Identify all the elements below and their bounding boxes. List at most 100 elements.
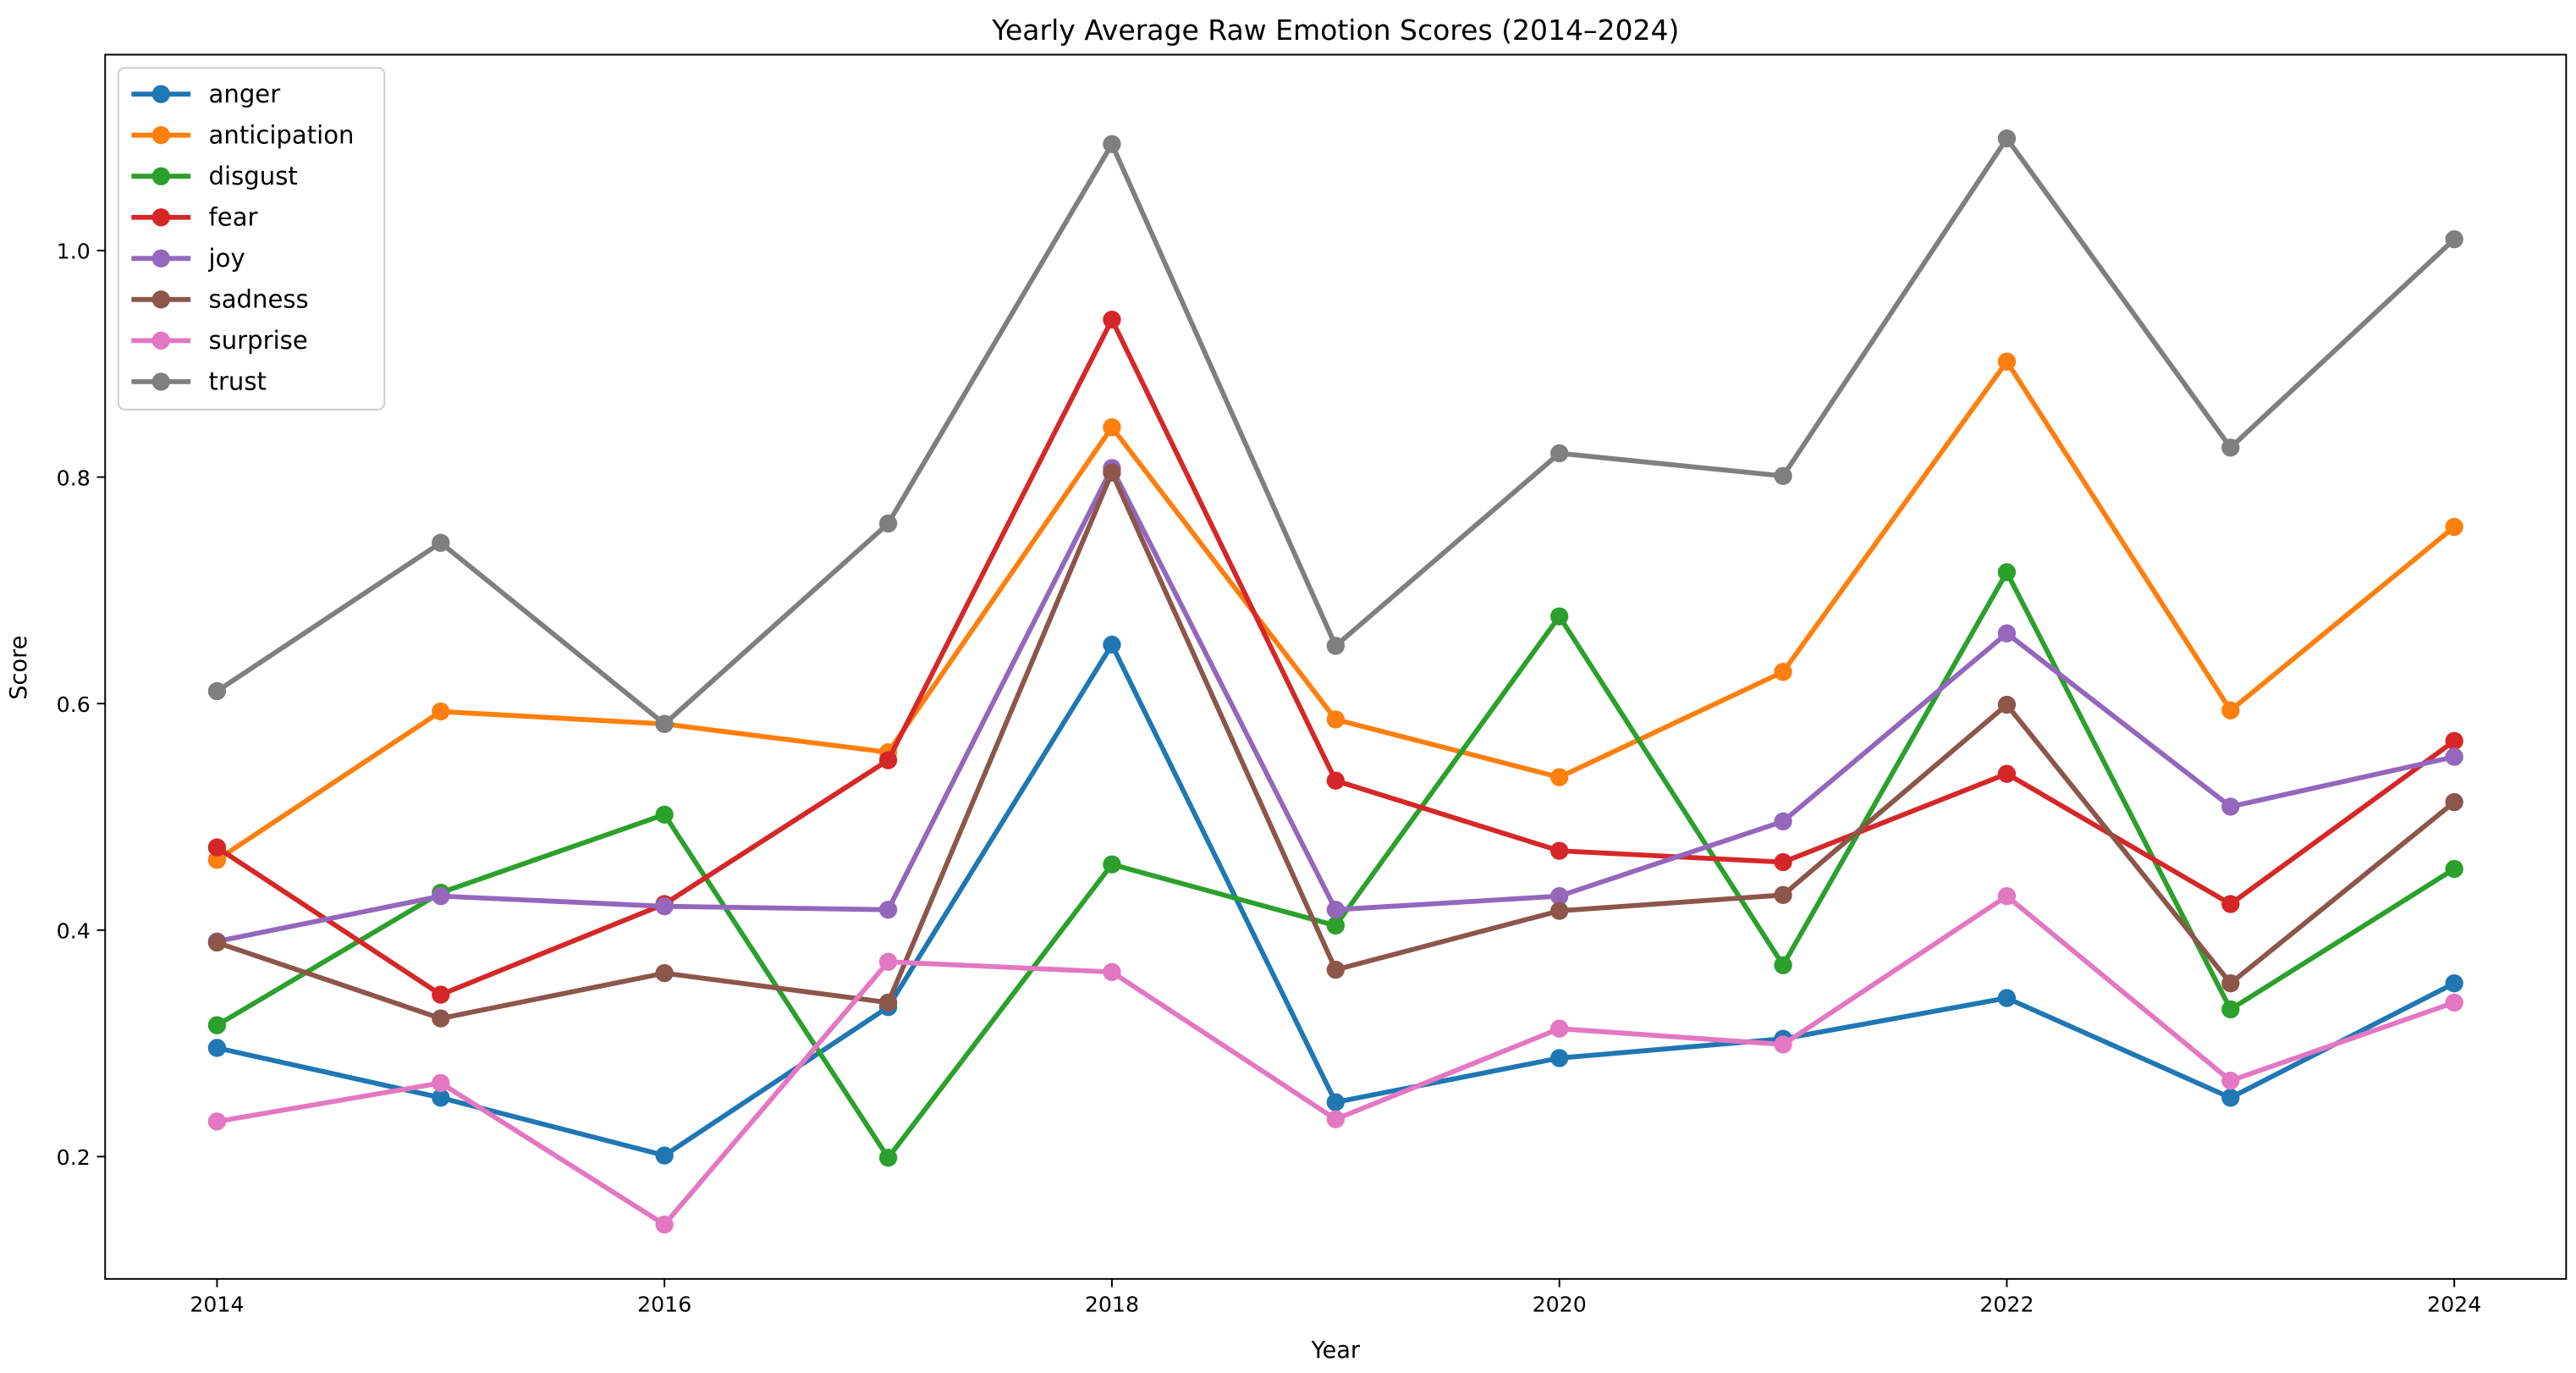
anger-point-2022 <box>1997 989 2017 1007</box>
x-axis-label: Year <box>1311 1337 1361 1364</box>
disgust-point-2014 <box>207 1016 227 1034</box>
trust-point-2021 <box>1774 466 1792 485</box>
y-tick-label: 0.6 <box>57 692 91 717</box>
disgust-point-2018 <box>1103 855 1121 874</box>
anticipation-point-2021 <box>1774 663 1792 681</box>
joy-point-2015 <box>432 886 450 906</box>
joy-point-2021 <box>1774 812 1792 831</box>
series-disgust <box>207 563 2463 1167</box>
chart-title: Yearly Average Raw Emotion Scores (2014–… <box>991 14 1679 47</box>
disgust-point-2022 <box>1997 563 2017 582</box>
disgust-point-2019 <box>1326 916 1345 935</box>
legend-label: joy <box>208 244 245 273</box>
y-tick-label: 0.2 <box>57 1145 91 1170</box>
sadness-point-2021 <box>1774 885 1792 904</box>
trust-point-2018 <box>1103 135 1121 153</box>
legend-item-anger: anger <box>131 80 280 108</box>
trust-point-2016 <box>655 714 674 733</box>
sadness-line <box>216 470 2456 1022</box>
joy-point-2024 <box>2445 747 2463 766</box>
legend-label: fear <box>209 202 258 231</box>
legend-label: sadness <box>209 285 309 314</box>
surprise-point-2022 <box>1997 886 2017 906</box>
disgust-point-2017 <box>878 1149 898 1167</box>
surprise-point-2017 <box>878 952 898 971</box>
fear-point-2022 <box>1997 764 2017 783</box>
legend-label: trust <box>209 367 267 396</box>
series-anticipation <box>207 352 2463 869</box>
disgust-point-2021 <box>1774 956 1792 974</box>
surprise-point-2014 <box>207 1112 227 1131</box>
fear-line <box>215 317 2456 997</box>
anger-point-2019 <box>1326 1093 1345 1111</box>
fear-point-2023 <box>2221 895 2240 913</box>
trust-point-2023 <box>2221 438 2240 457</box>
legend-item-disgust: disgust <box>131 162 298 190</box>
x-tick-label: 2024 <box>2427 1293 2481 1317</box>
disgust-point-2016 <box>655 805 674 824</box>
legend-item-trust: trust <box>131 367 267 396</box>
fear-point-2024 <box>2445 731 2463 751</box>
plot-frame <box>104 53 2568 1280</box>
sadness-point-2023 <box>2221 973 2240 993</box>
fear-point-2015 <box>432 985 450 1004</box>
x-axis: 2014 2016 2018 2020 2022 2024 <box>190 1278 2481 1317</box>
x-tick-label: 2014 <box>190 1293 244 1317</box>
legend: anger anticipation disgust fear joy sadness su… <box>117 67 386 411</box>
disgust-point-2024 <box>2445 859 2463 879</box>
surprise-point-2020 <box>1549 1019 1569 1038</box>
joy-point-2023 <box>2221 797 2240 816</box>
legend-item-surprise: surprise <box>131 326 308 355</box>
joy-point-2017 <box>878 901 898 919</box>
sadness-point-2016 <box>655 963 674 983</box>
legend-item-sadness: sadness <box>131 285 309 314</box>
sadness-point-2019 <box>1326 960 1345 979</box>
legend-box <box>117 67 386 411</box>
anger-point-2023 <box>2221 1089 2240 1107</box>
joy-point-2019 <box>1326 901 1345 919</box>
legend-marker <box>151 126 170 145</box>
legend-item-joy: joy <box>131 244 245 273</box>
legend-label: anger <box>209 80 281 108</box>
legend-marker <box>151 331 170 350</box>
sadness-point-2024 <box>2445 792 2463 812</box>
y-axis: 0.2 0.4 0.6 0.8 1.0 <box>57 240 106 1170</box>
x-tick-label: 2020 <box>1533 1293 1587 1317</box>
anger-point-2014 <box>207 1039 227 1057</box>
surprise-point-2023 <box>2221 1072 2240 1090</box>
trust-point-2019 <box>1326 637 1345 655</box>
anticipation-point-2020 <box>1549 768 1569 786</box>
legend-marker <box>151 249 170 267</box>
y-axis-label: Score <box>6 636 32 700</box>
anticipation-point-2019 <box>1326 710 1345 729</box>
fear-point-2014 <box>207 838 227 857</box>
fear-point-2020 <box>1549 841 1569 860</box>
surprise-point-2016 <box>655 1215 674 1234</box>
surprise-point-2024 <box>2445 993 2463 1012</box>
anger-point-2024 <box>2445 973 2463 993</box>
legend-item-anticipation: anticipation <box>131 120 355 149</box>
anticipation-point-2024 <box>2445 517 2463 537</box>
sadness-point-2017 <box>878 993 898 1012</box>
legend-marker <box>151 372 170 391</box>
series-surprise <box>207 886 2463 1234</box>
surprise-point-2015 <box>432 1073 450 1093</box>
x-tick-label: 2018 <box>1085 1293 1139 1317</box>
sadness-point-2018 <box>1103 463 1121 482</box>
disgust-line <box>215 570 2456 1161</box>
disgust-point-2020 <box>1549 607 1569 626</box>
series-joy <box>207 459 2463 951</box>
y-tick-label: 0.8 <box>57 466 91 490</box>
legend-marker <box>151 290 170 309</box>
sadness-point-2022 <box>1997 695 2017 714</box>
sadness-point-2015 <box>432 1009 450 1028</box>
anticipation-point-2014 <box>207 851 227 869</box>
joy-point-2016 <box>655 896 674 916</box>
legend-label: anticipation <box>209 120 355 149</box>
fear-point-2018 <box>1103 310 1121 329</box>
anger-point-2016 <box>655 1146 674 1165</box>
surprise-line <box>216 893 2456 1227</box>
trust-point-2024 <box>2445 229 2463 249</box>
anger-point-2015 <box>432 1089 450 1107</box>
